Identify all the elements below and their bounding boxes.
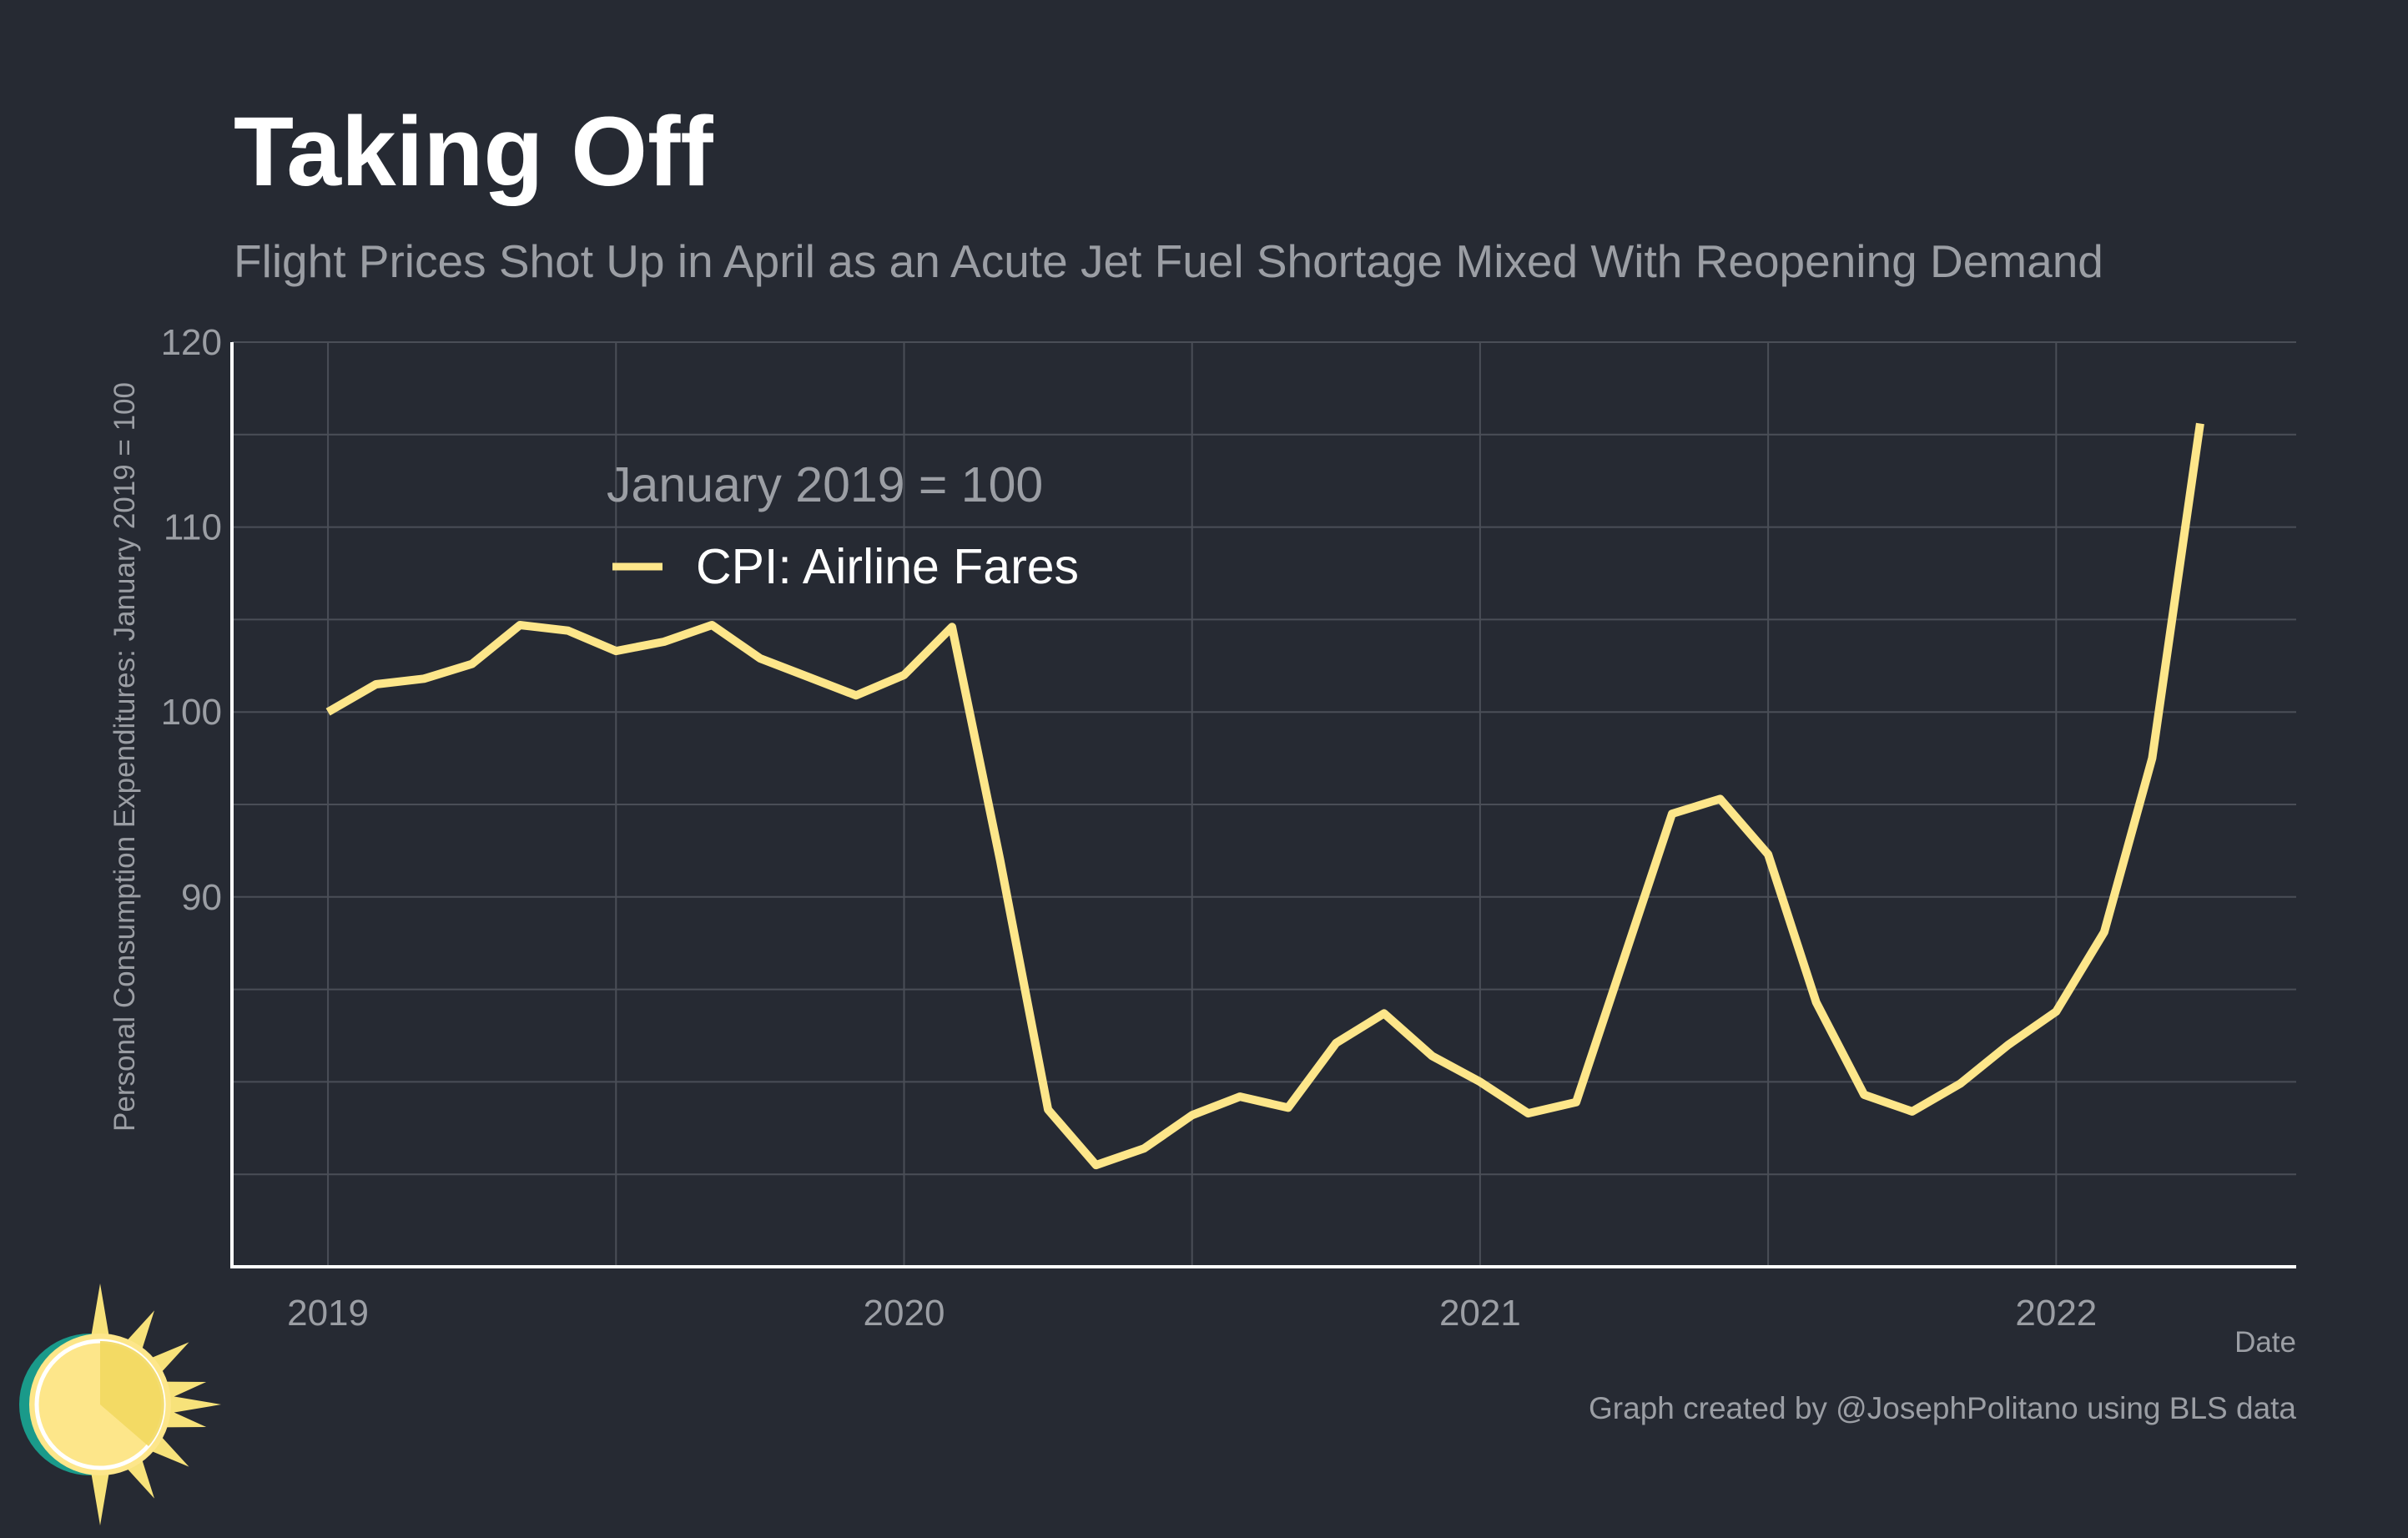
logo-sun-wedge [100, 1340, 164, 1446]
logo-ray [90, 1470, 110, 1525]
y-tick-label: 100 [161, 692, 222, 733]
y-tick-label: 120 [161, 322, 222, 363]
series-layer [325, 422, 2204, 1170]
logo-ray [167, 1395, 221, 1414]
x-tick-label: 2021 [1439, 1293, 1521, 1334]
x-tick-label: 2019 [287, 1293, 369, 1334]
series-line-airline-fares [325, 422, 2204, 1170]
y-tick-label: 110 [164, 507, 222, 548]
x-axis-title: Date [2234, 1326, 2296, 1359]
x-tick-label: 2020 [864, 1293, 945, 1334]
tick-layer: 90 100 110 120 2019 2020 2021 2022 [161, 322, 2098, 1334]
y-tick-label: 90 [181, 877, 222, 918]
caption: Graph created by @JosephPolitano using B… [1589, 1391, 2296, 1425]
x-tick-label: 2022 [2015, 1293, 2097, 1334]
grid-layer [232, 341, 2296, 1267]
logo-ray [163, 1381, 207, 1400]
legend-label: CPI: Airline Fares [696, 539, 1079, 594]
legend: January 2019 = 100 CPI: Airline Fares [607, 457, 1079, 594]
y-axis-title: Personal Consumption Expenditures: Janua… [108, 382, 141, 1132]
axis-layer [230, 342, 2296, 1268]
chart-title: Taking Off [234, 97, 713, 207]
chart-subtitle: Flight Prices Shot Up in April as an Acu… [234, 235, 2103, 287]
sun-logo-icon [19, 1283, 221, 1525]
legend-title: January 2019 = 100 [607, 457, 1043, 512]
logo-ray [163, 1409, 207, 1428]
logo-ray [90, 1283, 110, 1339]
